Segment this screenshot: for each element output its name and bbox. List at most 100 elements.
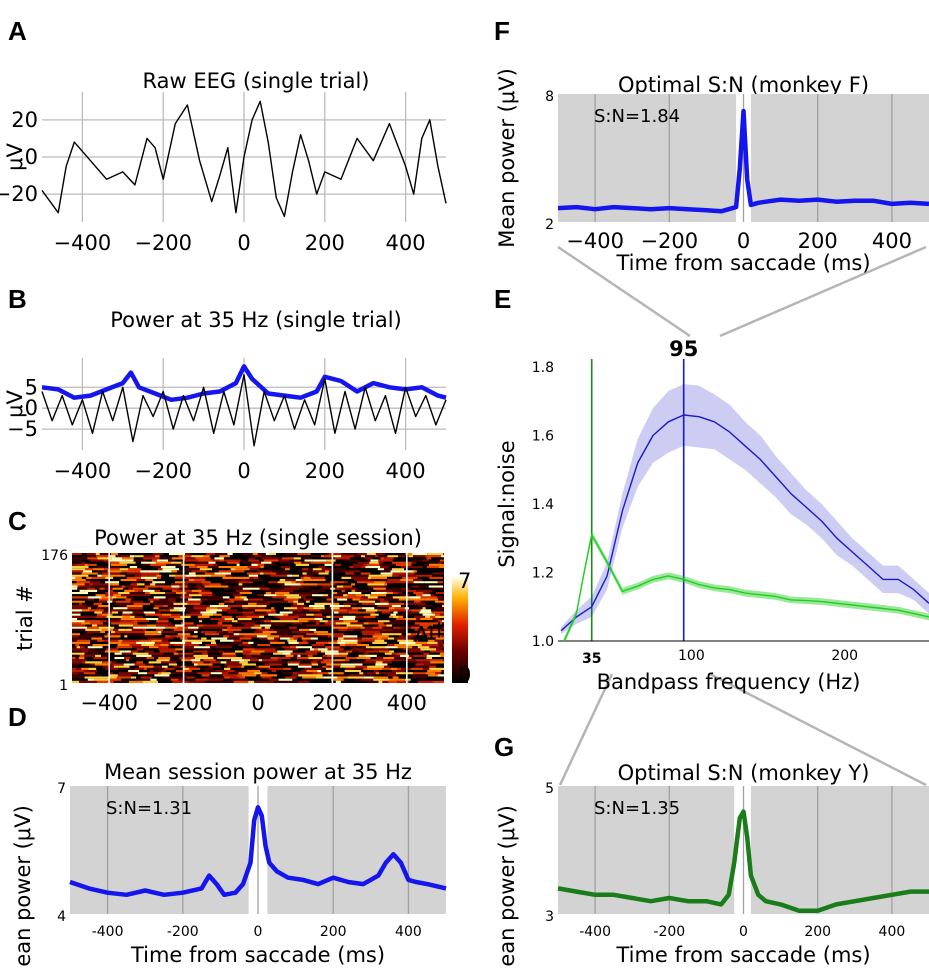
heatmap-cell [343, 620, 358, 623]
heatmap-cell [117, 574, 126, 577]
heatmap-cell [309, 628, 317, 631]
heatmap-cell [411, 561, 417, 564]
heatmap-cell [314, 602, 332, 605]
heatmap-cell [141, 659, 157, 662]
heatmap-cell [288, 613, 295, 616]
heatmap-cell [292, 650, 306, 653]
heatmap-cell [173, 607, 186, 610]
heatmap-cell [354, 579, 372, 582]
heatmap-cell [251, 654, 257, 657]
heatmap-cell [290, 563, 296, 566]
heatmap-cell [392, 572, 397, 575]
heatmap-cell [270, 574, 274, 577]
heatmap-cell [416, 566, 423, 569]
heatmap-cell [326, 674, 335, 677]
heatmap-cell [267, 635, 280, 638]
heatmap-cell [313, 566, 319, 569]
heatmap-cell [72, 583, 85, 586]
heatmap-cell [128, 626, 134, 629]
heatmap-cell [173, 628, 185, 631]
heatmap-cell [149, 620, 157, 623]
heatmap-cell [72, 613, 81, 616]
heatmap-cell [208, 626, 223, 629]
heatmap-cell [264, 615, 274, 618]
heatmap-cell [378, 650, 389, 653]
heatmap-cell [285, 579, 296, 582]
heatmap-cell [401, 667, 411, 670]
heatmap-cell [396, 563, 412, 566]
heatmap-cell [359, 563, 364, 566]
panel-d-xlabel: Time from saccade (ms) [130, 943, 385, 967]
heatmap-cell [397, 680, 410, 683]
heatmap-cell [415, 659, 431, 662]
heatmap-cell [197, 587, 205, 590]
heatmap-cell [185, 572, 189, 575]
heatmap-cell [110, 561, 120, 564]
heatmap-cell [418, 628, 429, 631]
heatmap-cell [72, 639, 77, 642]
heatmap-cell [138, 585, 145, 588]
heatmap-cell [364, 628, 377, 631]
heatmap-cell [429, 576, 444, 579]
heatmap-cell [398, 592, 402, 595]
heatmap-cell [438, 598, 444, 601]
heatmap-cell [193, 605, 210, 608]
heatmap-cell [216, 611, 228, 614]
panel-d-ytick-1: 4 [57, 909, 66, 925]
heatmap-cell [81, 667, 89, 670]
heatmap-cell [276, 605, 287, 608]
heatmap-cell [372, 635, 389, 638]
heatmap-cell [187, 583, 196, 586]
heatmap-cell [269, 602, 280, 605]
heatmap-cell [333, 633, 344, 636]
heatmap-cell [340, 639, 358, 642]
heatmap-cell [328, 594, 344, 597]
heatmap-cell [161, 631, 176, 634]
heatmap-cell [269, 663, 282, 666]
heatmap-cell [251, 618, 256, 621]
heatmap-cell [291, 667, 295, 670]
heatmap-cell [100, 620, 106, 623]
heatmap-cell [209, 605, 225, 608]
heatmap-cell [153, 607, 159, 610]
heatmap-cell [339, 607, 345, 610]
heatmap-cell [133, 624, 142, 627]
heatmap-cell [333, 596, 348, 599]
heatmap-cell [111, 609, 128, 612]
heatmap-cell [87, 637, 92, 640]
heatmap-cell [200, 602, 208, 605]
heatmap-cell [132, 646, 149, 649]
heatmap-cell [109, 654, 121, 657]
heatmap-cell [227, 637, 232, 640]
heatmap-cell [433, 680, 442, 683]
heatmap-cell [249, 609, 255, 612]
heatmap-cell [299, 620, 309, 623]
heatmap-cell [320, 587, 331, 590]
heatmap-cell [430, 594, 436, 597]
heatmap-cell [243, 646, 255, 649]
heatmap-cell [72, 626, 87, 629]
heatmap-cell [361, 670, 374, 673]
heatmap-cell [94, 598, 99, 601]
heatmap-cell [339, 587, 357, 590]
heatmap-cell [339, 646, 347, 649]
heatmap-cell [173, 602, 188, 605]
heatmap-cell [371, 570, 381, 573]
heatmap-cell [173, 572, 186, 575]
heatmap-cell [239, 633, 255, 636]
panel-g-xtick-2: 0 [739, 924, 748, 940]
heatmap-cell [103, 609, 112, 612]
heatmap-cell [111, 553, 118, 556]
heatmap-cell [160, 644, 169, 647]
heatmap-cell [340, 680, 346, 683]
heatmap-cell [404, 602, 418, 605]
heatmap-cell [116, 676, 131, 679]
heatmap-cell [412, 674, 429, 677]
heatmap-cell [210, 618, 225, 621]
heatmap-cell [233, 633, 240, 636]
heatmap-cell [306, 600, 310, 603]
heatmap-cell [128, 587, 133, 590]
heatmap-cell [154, 589, 161, 592]
heatmap-cell [284, 607, 298, 610]
heatmap-cell [106, 620, 121, 623]
